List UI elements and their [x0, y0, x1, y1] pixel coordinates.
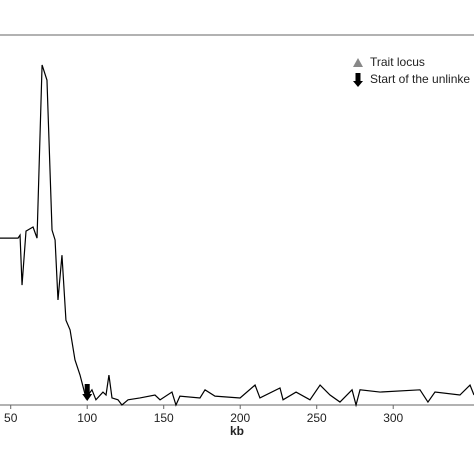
legend-marker [353, 73, 363, 87]
legend-label: Trait locus [370, 55, 425, 69]
x-tick-label: 200 [230, 411, 250, 425]
x-tick-label: 50 [4, 411, 18, 425]
x-axis-label: kb [230, 424, 244, 438]
unlinked-start-arrow [82, 384, 93, 401]
x-tick-label: 250 [307, 411, 327, 425]
legend-label: Start of the unlinke [370, 72, 470, 86]
x-tick-label: 300 [383, 411, 403, 425]
x-tick-label: 100 [77, 411, 97, 425]
legend-marker [353, 58, 363, 67]
x-tick-label: 150 [154, 411, 174, 425]
line [0, 64, 474, 408]
